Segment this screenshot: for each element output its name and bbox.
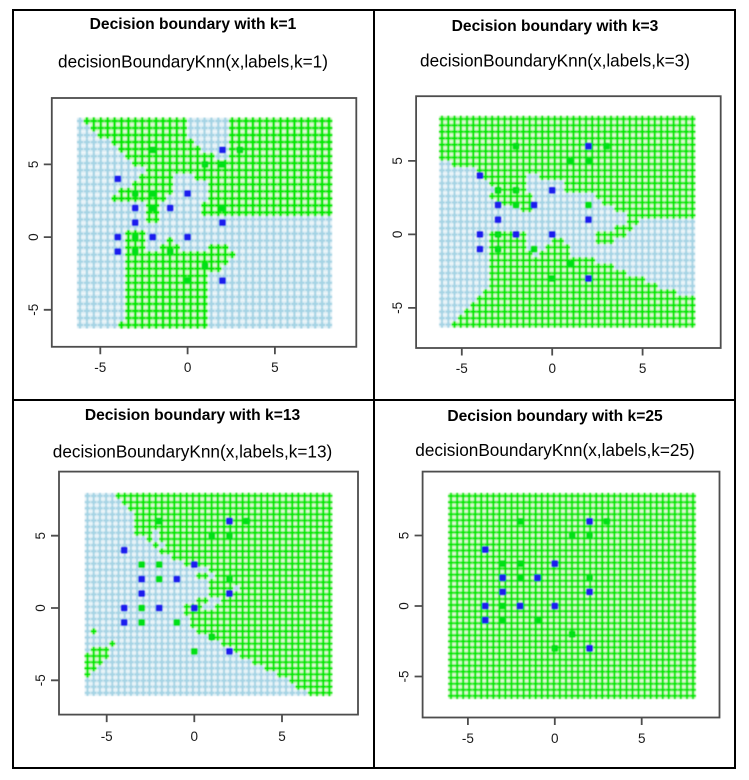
svg-text:5: 5 [638,731,646,746]
svg-text:0: 0 [551,731,559,746]
svg-text:0: 0 [33,604,48,612]
svg-text:-5: -5 [94,360,106,375]
svg-text:-5: -5 [26,304,41,316]
svg-text:0: 0 [191,729,199,744]
svg-text:-5: -5 [33,674,48,686]
svg-text:decisionBoundaryKnn(x,labels,k: decisionBoundaryKnn(x,labels,k=3) [420,51,690,71]
svg-text:Decision boundary with k=3: Decision boundary with k=3 [452,18,659,35]
svg-text:0: 0 [26,233,41,241]
svg-text:5: 5 [26,161,41,169]
svg-text:-5: -5 [397,670,412,682]
svg-text:0: 0 [548,361,556,376]
svg-text:-5: -5 [101,729,113,744]
svg-text:decisionBoundaryKnn(x,labels,k: decisionBoundaryKnn(x,labels,k=13) [53,442,332,462]
svg-text:decisionBoundaryKnn(x,labels,k: decisionBoundaryKnn(x,labels,k=25) [415,440,694,460]
svg-text:-5: -5 [456,361,468,376]
svg-text:5: 5 [397,532,412,540]
svg-text:5: 5 [278,729,286,744]
svg-text:5: 5 [33,532,48,540]
svg-text:decisionBoundaryKnn(x,labels,k: decisionBoundaryKnn(x,labels,k=1) [58,52,328,72]
svg-text:5: 5 [271,360,279,375]
svg-text:-5: -5 [390,302,405,314]
svg-text:Decision boundary with k=25: Decision boundary with k=25 [447,408,663,425]
svg-text:0: 0 [184,360,192,375]
svg-text:0: 0 [390,231,405,239]
svg-text:-5: -5 [462,731,474,746]
svg-text:5: 5 [639,361,647,376]
svg-text:Decision boundary with k=13: Decision boundary with k=13 [85,407,301,424]
svg-text:0: 0 [397,602,412,610]
svg-text:Decision boundary with k=1: Decision boundary with k=1 [90,16,297,33]
svg-text:5: 5 [390,157,405,165]
